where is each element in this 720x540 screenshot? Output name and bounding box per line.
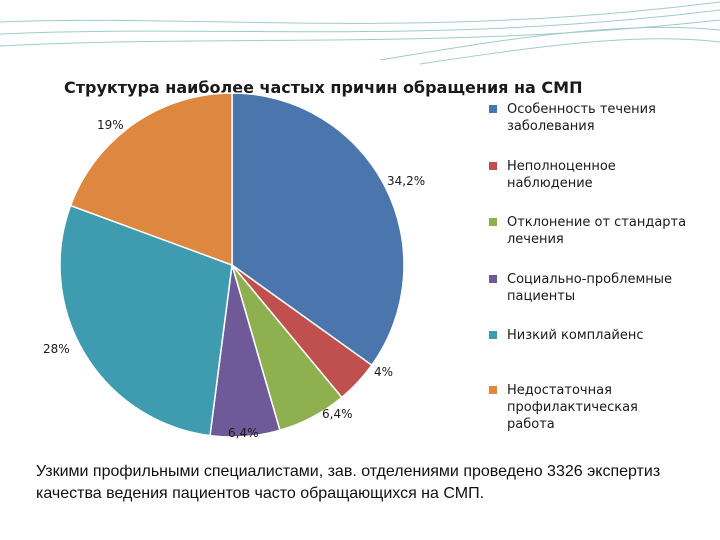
legend-swatch-5 (489, 331, 497, 339)
data-label-2: 4% (374, 365, 394, 379)
legend-label-6: Недостаточная профилактическая работа (507, 383, 638, 432)
data-label-4: 6,4% (228, 426, 259, 440)
pie-slice-6 (69, 92, 233, 267)
legend-swatch-1 (489, 105, 497, 113)
legend-label-3: Отклонение от стандарта лечения (507, 215, 687, 247)
legend-swatch-6 (489, 386, 497, 394)
pie-slice-1 (231, 92, 405, 367)
legend-label-5: Низкий комплайенс (507, 328, 644, 343)
data-label-6: 19% (97, 118, 124, 132)
footnote-text: Узкими профильными специалистами, зав. о… (36, 463, 661, 502)
data-label-5: 28% (43, 342, 70, 356)
chart-title: Структура наиболее частых причин обращен… (64, 78, 583, 97)
data-label-1: 34,2% (387, 174, 426, 188)
legend-swatch-4 (489, 275, 497, 283)
legend-swatch-2 (489, 162, 497, 170)
legend-label-1: Особенность течения заболевания (507, 102, 656, 134)
decorative-accent-lines (0, 1, 720, 65)
legend-label-4: Социально-проблемные пациенты (507, 272, 673, 304)
legend-swatch-3 (489, 218, 497, 226)
data-label-3: 6,4% (322, 407, 353, 421)
pie-slice-5 (59, 204, 233, 437)
legend-label-2: Неполноценное наблюдение (507, 159, 616, 191)
